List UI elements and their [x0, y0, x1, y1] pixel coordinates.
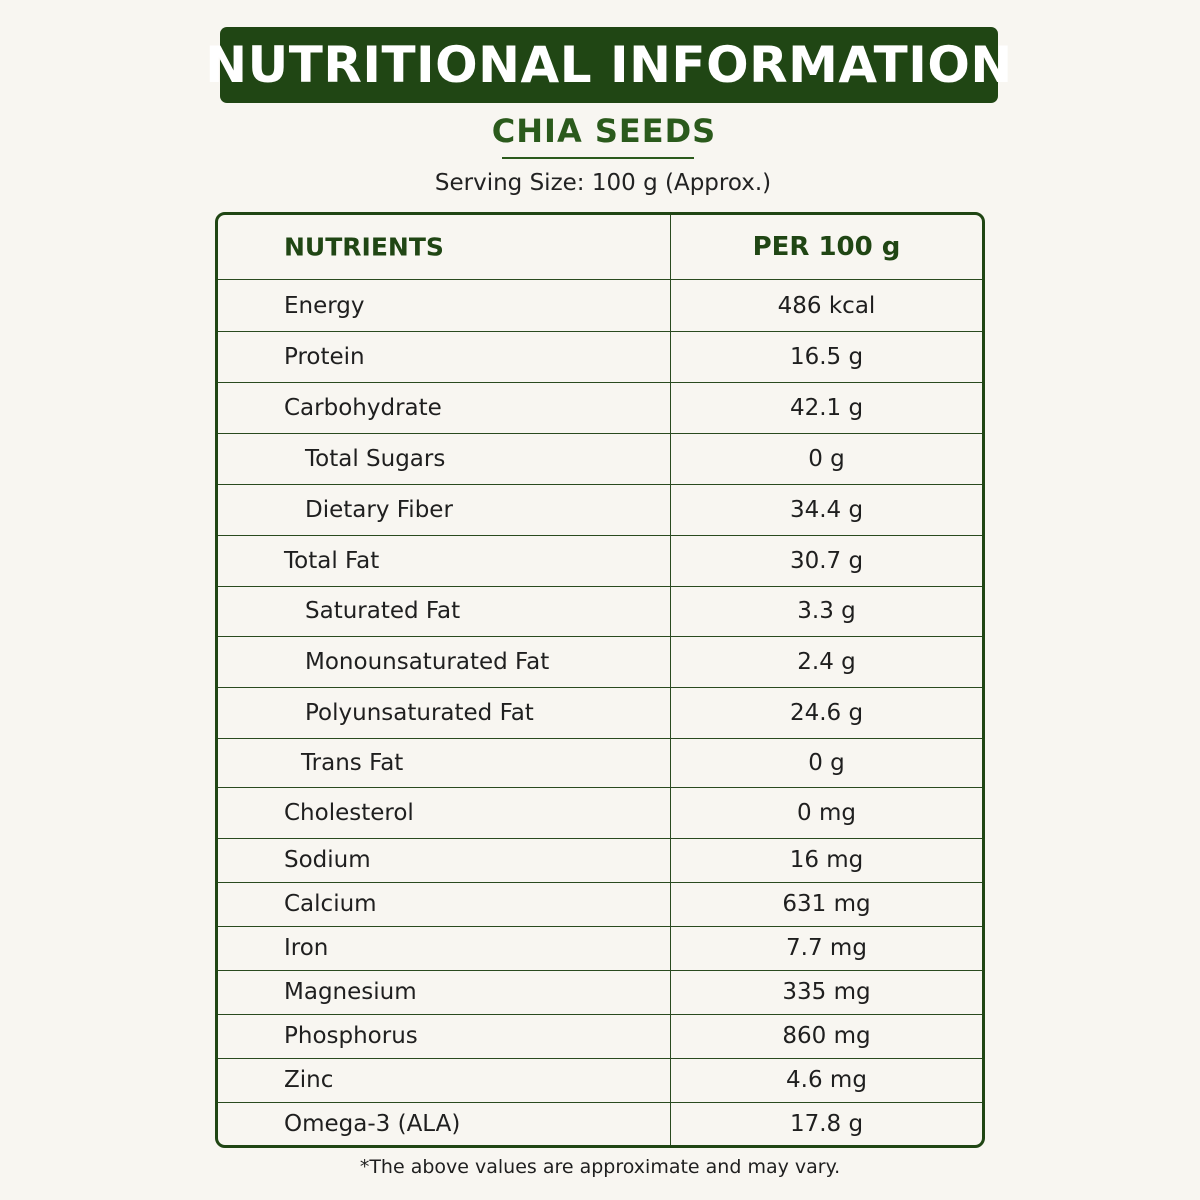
nutrient-value: 486 kcal — [777, 292, 876, 319]
table-row: Monounsaturated Fat 2.4 g — [218, 636, 982, 688]
nutrient-value: 24.6 g — [789, 699, 864, 726]
nutrient-name: Sodium — [284, 847, 371, 873]
title-banner: NUTRITIONAL INFORMATION — [205, 27, 1012, 103]
nutrient-value: 16.5 g — [789, 343, 864, 370]
table-row: Total Sugars 0 g — [218, 433, 982, 485]
column-divider — [670, 215, 671, 1145]
table-row: Sodium 16 mg — [218, 838, 982, 883]
nutrient-name: Monounsaturated Fat — [305, 648, 550, 675]
table-row: Zinc 4.6 mg — [218, 1058, 982, 1103]
nutrient-value: 4.6 mg — [786, 1067, 867, 1093]
table-row: Total Fat 30.7 g — [218, 535, 982, 587]
nutrient-value: 0 g — [808, 445, 845, 472]
table-row: Protein 16.5 g — [218, 331, 982, 383]
nutrient-value: 30.7 g — [789, 547, 864, 574]
nutrient-name: Polyunsaturated Fat — [305, 699, 534, 726]
nutrient-value: 0 g — [808, 749, 845, 776]
table-row: Phosphorus 860 mg — [218, 1014, 982, 1059]
nutrition-table: NUTRIENTS PER 100 g Energy 486 kcal Prot… — [215, 212, 985, 1148]
nutrient-value: 2.4 g — [797, 648, 856, 675]
nutrient-value: 3.3 g — [797, 598, 856, 624]
nutrient-name: Protein — [284, 343, 365, 370]
column-header-per-100g: PER 100 g — [752, 232, 901, 262]
nutrient-name: Magnesium — [284, 979, 417, 1005]
table-row: Polyunsaturated Fat 24.6 g — [218, 687, 982, 739]
table-row: Dietary Fiber 34.4 g — [218, 484, 982, 536]
column-header-nutrients: NUTRIENTS — [284, 232, 444, 262]
table-row: Saturated Fat 3.3 g — [218, 586, 982, 637]
table-row: Trans Fat 0 g — [218, 738, 982, 788]
nutrient-value: 7.7 mg — [786, 935, 867, 961]
nutrient-name: Total Sugars — [305, 445, 446, 472]
table-row: Magnesium 335 mg — [218, 970, 982, 1015]
table-row: Carbohydrate 42.1 g — [218, 382, 982, 434]
table-row: Energy 486 kcal — [218, 280, 982, 332]
disclaimer-footnote: *The above values are approximate and ma… — [359, 1156, 841, 1178]
nutrient-name: Carbohydrate — [284, 394, 442, 421]
nutrient-value: 16 mg — [789, 847, 864, 873]
nutrient-name: Calcium — [284, 891, 377, 917]
nutrient-value: 0 mg — [797, 799, 856, 826]
table-header-row: NUTRIENTS PER 100 g — [218, 215, 982, 280]
nutrient-name: Iron — [284, 935, 329, 961]
nutrient-name: Zinc — [284, 1067, 334, 1093]
page-title: NUTRITIONAL INFORMATION — [205, 36, 1013, 94]
nutrient-name: Omega-3 (ALA) — [284, 1110, 461, 1137]
nutrient-name: Total Fat — [284, 547, 380, 574]
nutrient-name: Dietary Fiber — [305, 496, 453, 523]
serving-size: Serving Size: 100 g (Approx.) — [434, 170, 772, 196]
nutrient-value: 42.1 g — [789, 394, 864, 421]
nutrient-value: 860 mg — [782, 1023, 871, 1049]
nutrient-value: 631 mg — [782, 891, 871, 917]
table-row: Omega-3 (ALA) 17.8 g — [218, 1102, 982, 1145]
nutrient-value: 17.8 g — [789, 1110, 864, 1137]
nutrient-name: Saturated Fat — [305, 598, 461, 624]
nutrient-value: 335 mg — [782, 979, 871, 1005]
nutrient-name: Cholesterol — [284, 799, 414, 826]
product-underline — [502, 157, 694, 159]
product-name: CHIA SEEDS — [491, 112, 717, 150]
nutrient-name: Energy — [284, 292, 365, 319]
nutrient-name: Trans Fat — [301, 749, 404, 776]
nutrient-name: Phosphorus — [284, 1023, 418, 1049]
table-row: Cholesterol 0 mg — [218, 787, 982, 839]
nutrient-value: 34.4 g — [789, 496, 864, 523]
table-row: Iron 7.7 mg — [218, 926, 982, 971]
table-row: Calcium 631 mg — [218, 882, 982, 927]
